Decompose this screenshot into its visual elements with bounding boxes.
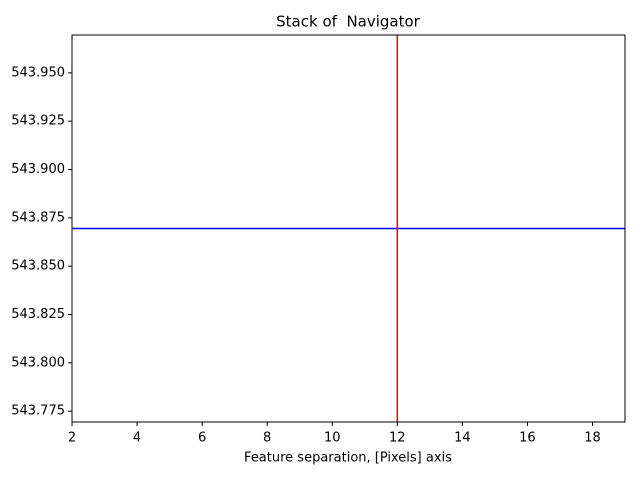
y-tick-label: 543.925 [11,114,65,129]
y-tick-label: 543.800 [11,355,65,370]
x-tick-label: 18 [584,431,601,446]
x-tick-label: 10 [324,431,341,446]
x-tick-label: 6 [198,431,206,446]
x-tick-label: 14 [454,431,471,446]
plot-frame [71,34,626,423]
x-axis-label: Feature separation, [Pixels] axis [244,451,452,466]
y-tick-label: 543.950 [11,65,65,80]
y-tick-label: 543.775 [11,404,65,419]
x-tick-label: 12 [389,431,406,446]
y-tick-label: 543.825 [11,307,65,322]
y-tick-label: 543.900 [11,162,65,177]
y-tick-label: 543.875 [11,210,65,225]
x-tick-label: 4 [133,431,141,446]
x-tick-label: 16 [519,431,536,446]
y-tick-label: 543.850 [11,259,65,274]
chart-title: Stack of Navigator [276,13,421,31]
x-tick-label: 8 [263,431,271,446]
x-tick-label: 2 [68,431,76,446]
